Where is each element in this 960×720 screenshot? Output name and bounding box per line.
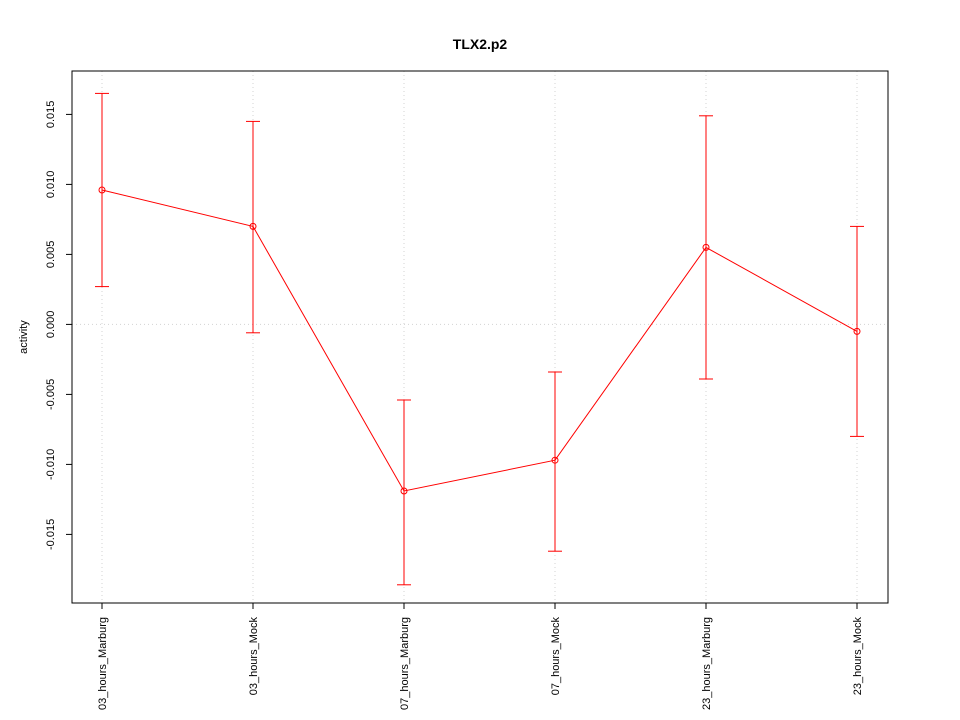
x-tick-label: 23_hours_Marburg (701, 617, 713, 710)
x-tick-label: 23_hours_Mock (852, 617, 864, 696)
data-point (249, 222, 257, 230)
series-lines (101, 189, 858, 492)
y-tick-label: -0.015 (45, 519, 57, 550)
series-line (101, 189, 858, 492)
x-tick-label: 03_hours_Mock (248, 617, 260, 696)
data-point (98, 186, 106, 194)
y-tick-label: 0.010 (45, 171, 57, 199)
data-point (400, 487, 408, 495)
data-point (853, 327, 861, 335)
error-bars (95, 92, 864, 586)
y-tick-label: 0.015 (45, 101, 57, 129)
y-tick-label: -0.005 (45, 379, 57, 410)
data-point (702, 243, 710, 251)
data-point (551, 456, 559, 464)
y-tick-label: -0.010 (45, 449, 57, 480)
data-points (98, 186, 861, 495)
x-tick-label: 03_hours_Marburg (97, 617, 109, 710)
y-tick-label: 0.000 (45, 311, 57, 339)
axes: -0.015 -0.010 -0.005 0.000 0.005 0.010 0.015 03… (45, 101, 864, 710)
x-tick-label: 07_hours_Mock (550, 617, 562, 696)
grid-lines (72, 71, 888, 603)
chart-title: TLX2.p2 (453, 36, 508, 52)
y-tick-label: 0.005 (45, 241, 57, 269)
x-tick-label: 07_hours_Marburg (399, 617, 411, 710)
plot-frame (71, 70, 889, 604)
y-axis-label: activity (18, 320, 30, 354)
